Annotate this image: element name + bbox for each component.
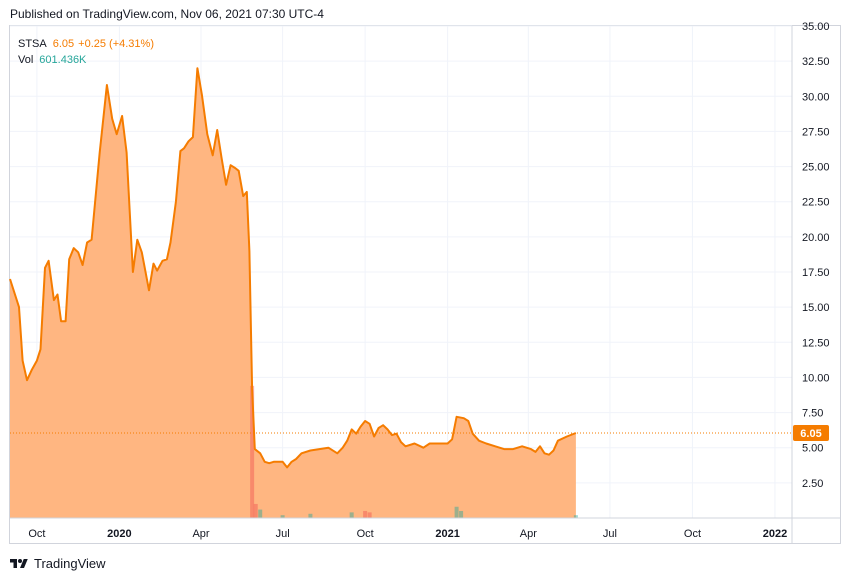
legend-last: 6.05	[52, 38, 75, 50]
legend-price-row: STSA 6.05 +0.25 (+4.31%)	[18, 36, 158, 52]
published-info: Published on TradingView.com, Nov 06, 20…	[10, 7, 324, 21]
y-tick-label: 32.50	[802, 56, 830, 68]
y-tick-label: 10.00	[802, 372, 830, 384]
x-tick-label: 2020	[107, 528, 131, 540]
y-tick-label: 30.00	[802, 91, 830, 103]
volume-bar	[454, 506, 459, 518]
y-tick-label: 15.00	[802, 302, 830, 314]
y-tick-label: 27.50	[802, 126, 830, 138]
y-tick-label: 2.50	[802, 478, 823, 490]
volume-bar	[349, 512, 354, 518]
volume-bar	[250, 385, 255, 518]
price-area	[10, 68, 576, 518]
x-tick-label: Oct	[28, 528, 45, 540]
price-line-group	[9, 67, 577, 469]
price-area-fill	[10, 68, 576, 518]
volume-bar	[573, 515, 578, 518]
x-tick-label: Jul	[603, 528, 617, 540]
volume-bar	[258, 509, 263, 518]
x-tick-label: Apr	[520, 528, 537, 540]
y-tick-label: 5.00	[802, 443, 823, 455]
volume-bars	[250, 385, 578, 518]
y-axis-ticks: 2.50 5.00 7.50 10.00 12.50 15.00 17.50 20.00 22.…	[10, 21, 841, 543]
footer-brand: TradingView	[34, 556, 106, 571]
volume-bar	[253, 503, 258, 518]
x-axis-ticks: Oct 2020 Apr Jul Oct 2021 Apr Jul Oct 2022	[28, 528, 787, 540]
price-badge-group: 6.05	[10, 424, 829, 441]
price-line	[9, 67, 577, 469]
volume-bar	[308, 513, 313, 518]
legend: STSA 6.05 +0.25 (+4.31%) Vol 601.436K	[18, 36, 158, 68]
y-tick-label: 35.00	[802, 21, 830, 33]
legend-change: +0.25 (+4.31%)	[78, 38, 154, 50]
x-tick-label: 2021	[435, 528, 459, 540]
tradingview-logo-icon	[10, 558, 28, 568]
x-tick-label: Apr	[192, 528, 209, 540]
x-tick-label: 2022	[763, 528, 787, 540]
footer[interactable]: TradingView	[10, 556, 106, 571]
x-tick-label: Oct	[684, 528, 701, 540]
price-badge-label: 6.05	[800, 428, 821, 440]
y-tick-label: 7.50	[802, 408, 823, 420]
x-tick-label: Oct	[357, 528, 374, 540]
legend-symbol: STSA	[18, 38, 47, 50]
legend-volume-row: Vol 601.436K	[18, 52, 158, 68]
legend-vol-value: 601.436K	[39, 54, 87, 66]
legend-vol-label: Vol	[18, 54, 34, 66]
x-tick-label: Jul	[276, 528, 290, 540]
y-tick-label: 22.50	[802, 197, 830, 209]
volume-bar	[363, 510, 368, 518]
price-badge	[793, 424, 829, 441]
y-tick-label: 12.50	[802, 337, 830, 349]
volume-bar	[280, 515, 285, 518]
y-tick-label: 17.50	[802, 267, 830, 279]
y-tick-label: 25.00	[802, 162, 830, 174]
volume-bar	[459, 510, 464, 518]
volume-bar	[367, 512, 372, 518]
y-tick-label: 20.00	[802, 232, 830, 244]
